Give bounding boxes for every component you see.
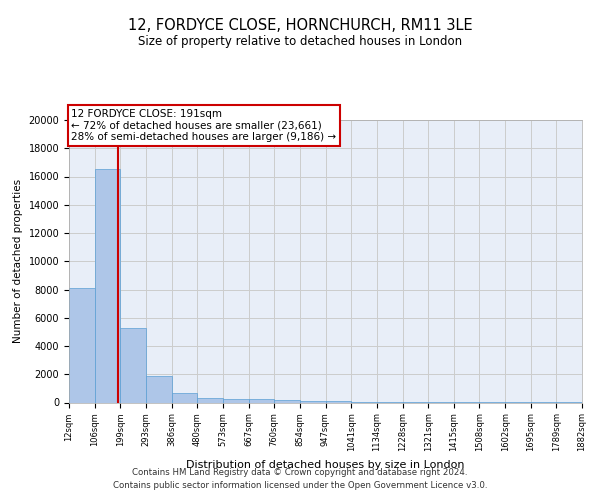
Y-axis label: Number of detached properties: Number of detached properties <box>13 179 23 344</box>
Bar <box>69 288 95 403</box>
Bar <box>300 400 325 402</box>
Text: 12 FORDYCE CLOSE: 191sqm
← 72% of detached houses are smaller (23,661)
28% of se: 12 FORDYCE CLOSE: 191sqm ← 72% of detach… <box>71 108 337 142</box>
Bar <box>223 398 248 402</box>
Text: Contains HM Land Registry data © Crown copyright and database right 2024.: Contains HM Land Registry data © Crown c… <box>132 468 468 477</box>
Bar <box>120 328 146 402</box>
Bar <box>95 170 120 402</box>
Text: 12, FORDYCE CLOSE, HORNCHURCH, RM11 3LE: 12, FORDYCE CLOSE, HORNCHURCH, RM11 3LE <box>128 18 472 32</box>
X-axis label: Distribution of detached houses by size in London: Distribution of detached houses by size … <box>186 460 465 469</box>
Bar <box>274 400 300 402</box>
Text: Size of property relative to detached houses in London: Size of property relative to detached ho… <box>138 35 462 48</box>
Bar <box>197 398 223 402</box>
Bar <box>172 392 197 402</box>
Bar <box>146 376 172 402</box>
Bar <box>248 400 274 402</box>
Text: Contains public sector information licensed under the Open Government Licence v3: Contains public sector information licen… <box>113 482 487 490</box>
